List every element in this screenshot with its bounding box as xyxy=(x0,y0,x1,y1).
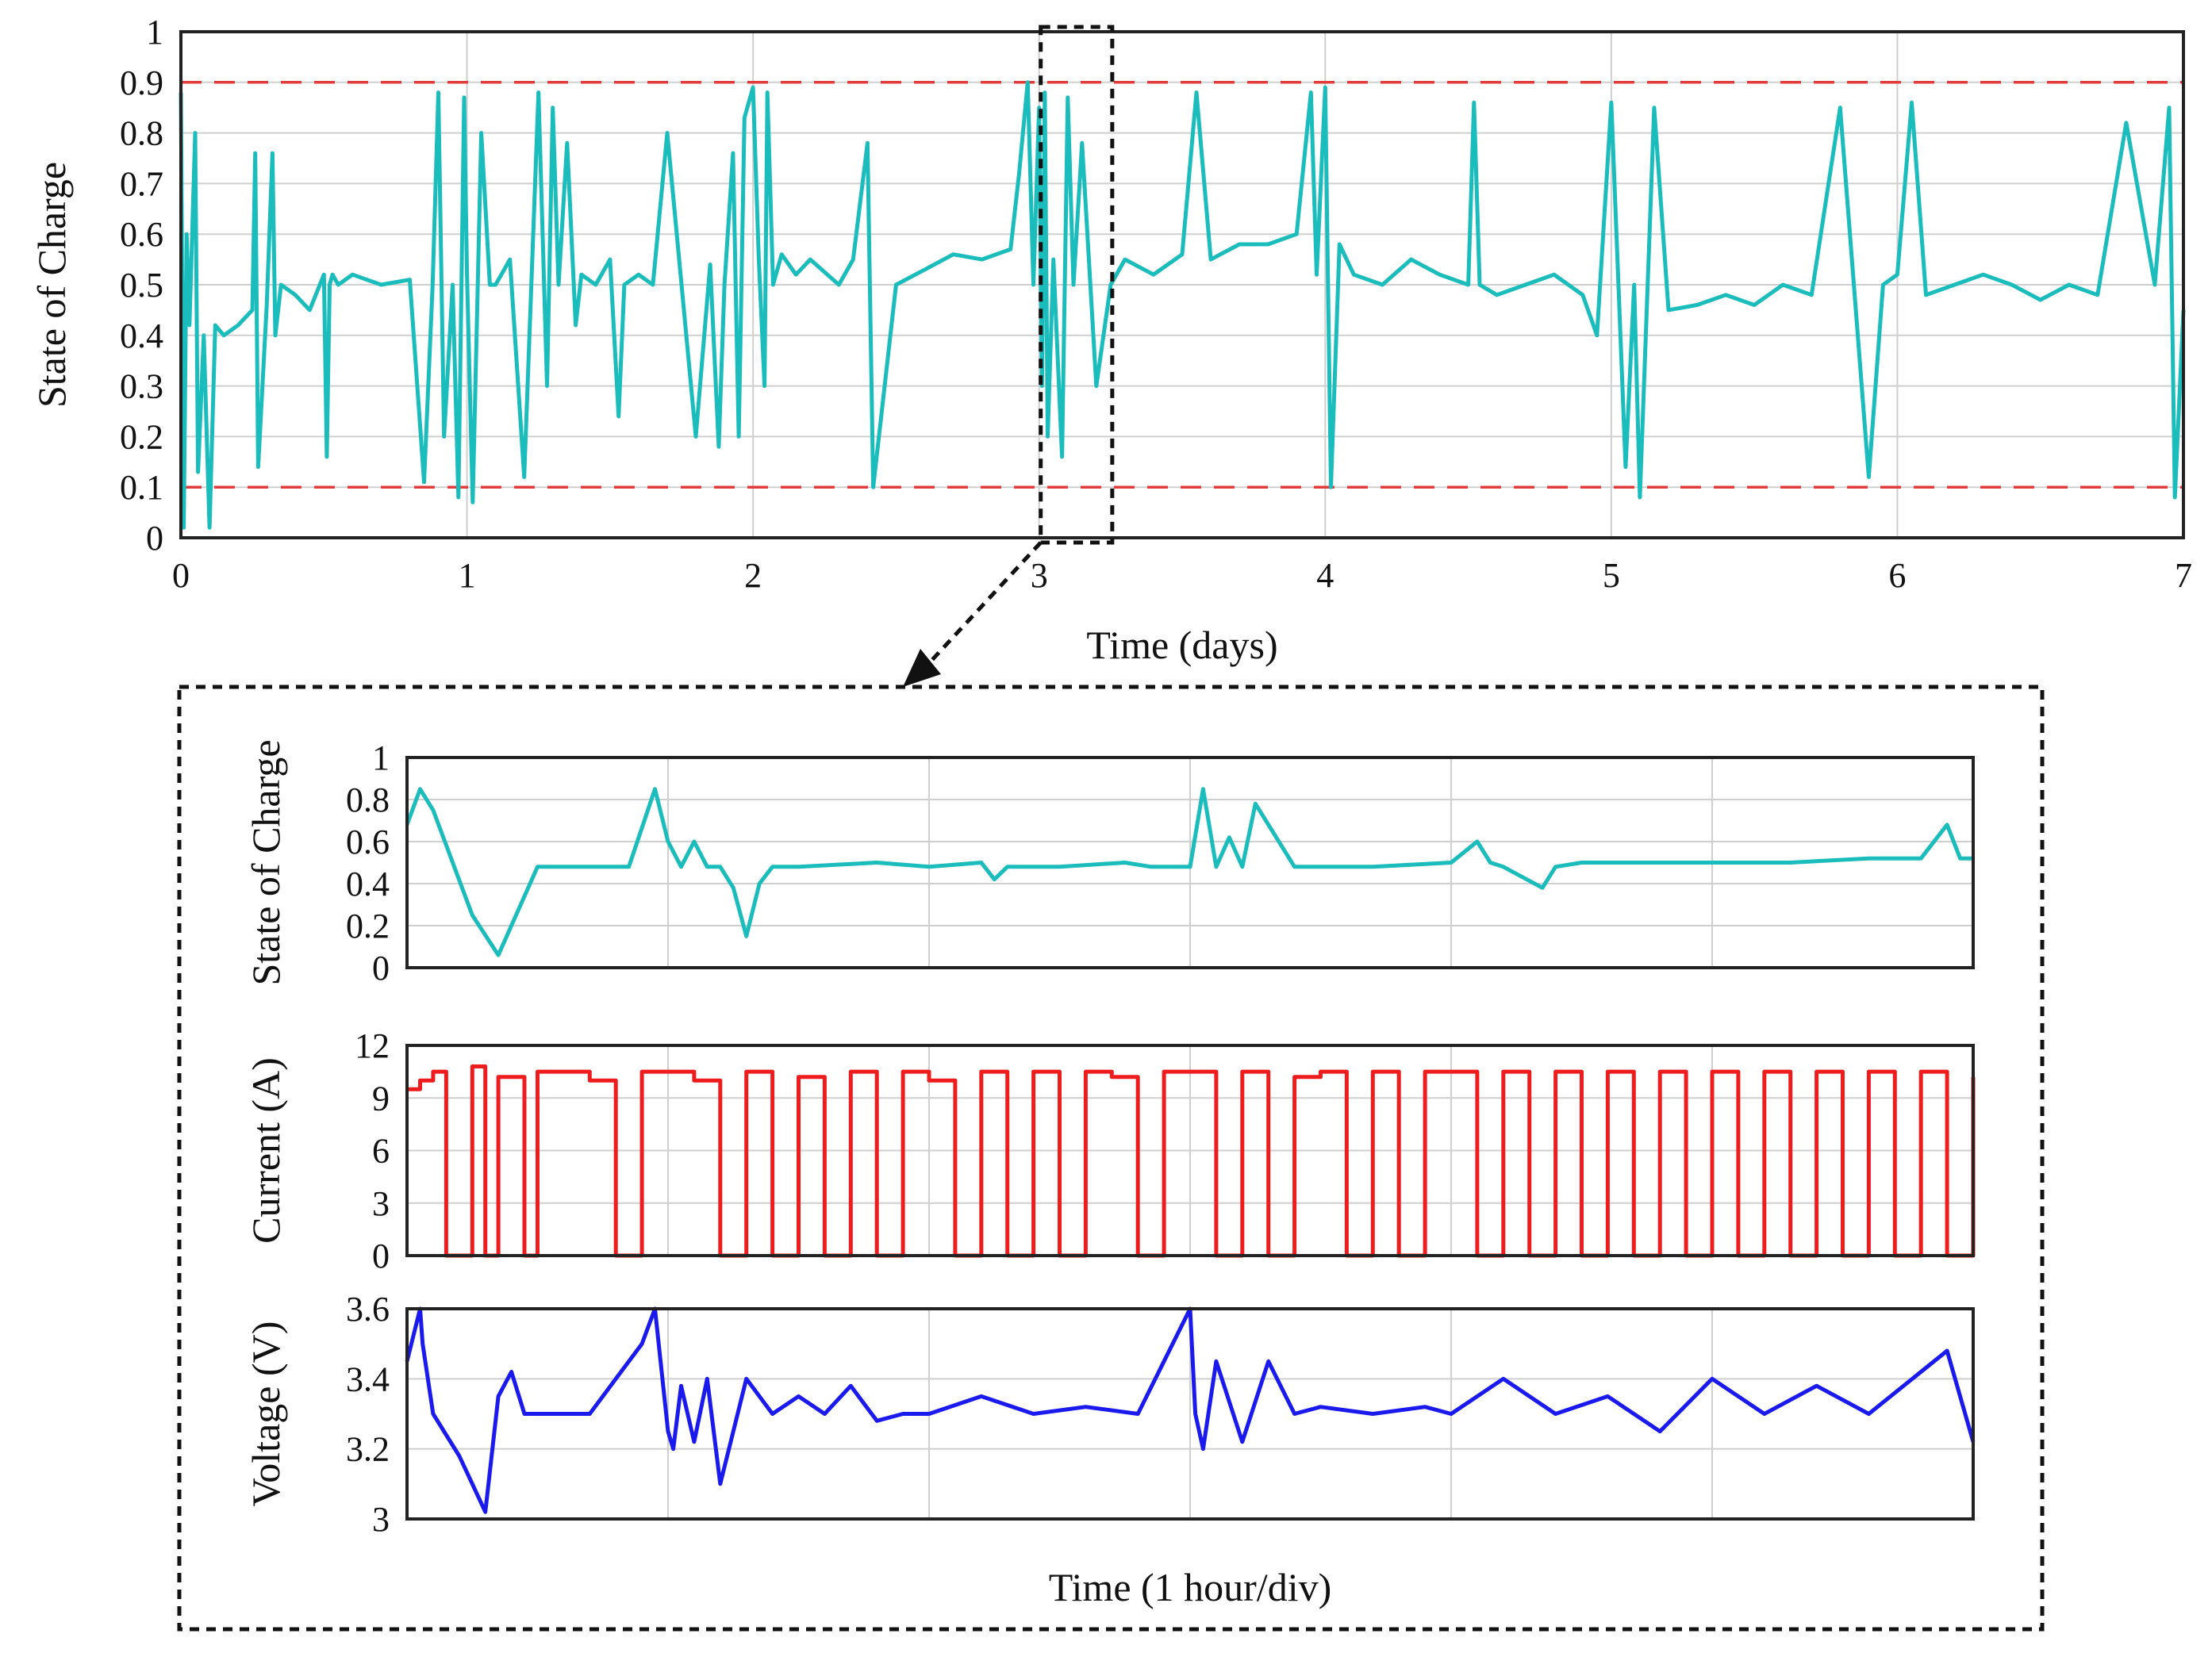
current-y-tick-6: 6 xyxy=(372,1132,390,1171)
week-y-tick-0.1: 0.1 xyxy=(120,468,163,507)
zoom-panel-soc: 0 0.2 0.4 0.6 0.81 State of Charge xyxy=(244,738,1975,988)
week-y-tick-0.7: 0.7 xyxy=(120,164,163,203)
soc-y-tick-0.2: 0.2 xyxy=(346,907,390,945)
week-y-tick-0.8: 0.8 xyxy=(120,114,163,153)
current-plot-frame xyxy=(405,1044,1975,1257)
soc-y-tick-1: 1 xyxy=(372,738,390,777)
soc-y-tick-0.4: 0.4 xyxy=(346,865,390,903)
soc-y-tick-0.6: 0.6 xyxy=(346,823,390,861)
soc-y-tick-0.8: 0.8 xyxy=(346,780,390,819)
week-y-tick-0.5: 0.5 xyxy=(120,266,163,305)
zoom-panel-voltage: 3 3.2 3.4 3.6 Voltage (V) xyxy=(244,1290,1976,1539)
zoom-arrow-head xyxy=(903,649,941,687)
zoom-chart: 0 0.2 0.4 0.6 0.81 State of Charge 0 3 6 9 12 Curre… xyxy=(177,685,2045,1632)
week-x-tick-4: 4 xyxy=(1316,556,1334,595)
voltage-y-tick-3.4: 3.4 xyxy=(346,1360,390,1398)
week-y-tick-0.9: 0.9 xyxy=(120,63,163,102)
week-x-axis-label: Time (days) xyxy=(1086,623,1277,667)
week-soc-series xyxy=(179,80,2186,530)
zoom-annotation xyxy=(903,25,1115,687)
week-x-tick-0: 0 xyxy=(172,556,190,595)
week-plot-frame xyxy=(179,30,2185,539)
soc-plot-frame xyxy=(405,756,1975,969)
week-x-tick-5: 5 xyxy=(1603,556,1620,595)
week-y-tick-1: 1 xyxy=(146,13,163,52)
zoom-arrow-line xyxy=(919,541,1043,674)
week-soc-chart: 0 1 2 3 4 5 6 7 0 0.1 0.2 0.3 0.4 0.5 0.6 0.7 0.8 0.9 1 T… xyxy=(29,13,2192,667)
zoom-panel-current: 0 3 6 9 12 Current (A) xyxy=(244,1026,1976,1275)
week-x-tick-3: 3 xyxy=(1031,556,1048,595)
week-y-tick-0.2: 0.2 xyxy=(120,417,163,456)
week-x-tick-labels: 0 1 2 3 4 5 6 7 xyxy=(172,556,2192,595)
week-y-tick-0.4: 0.4 xyxy=(120,316,163,355)
voltage-y-tick-3: 3 xyxy=(372,1500,390,1539)
voltage-y-tick-3.2: 3.2 xyxy=(346,1430,390,1469)
week-y-tick-labels: 0 0.1 0.2 0.3 0.4 0.5 0.6 0.7 0.8 0.9 1 xyxy=(120,13,163,558)
soc-y-tick-0: 0 xyxy=(372,949,390,988)
zoom-detail-box xyxy=(177,685,2045,1632)
week-soc-line xyxy=(179,80,2186,530)
zoom-x-axis-label: Time (1 hour/div) xyxy=(1049,1565,1332,1609)
week-y-tick-0.3: 0.3 xyxy=(120,367,163,406)
week-y-tick-0.6: 0.6 xyxy=(120,215,163,254)
current-y-tick-12: 12 xyxy=(355,1026,390,1065)
current-y-tick-9: 9 xyxy=(372,1079,390,1118)
zoom-window-rect xyxy=(1039,25,1115,545)
current-y-tick-3: 3 xyxy=(372,1184,390,1223)
soc-y-axis-label: State of Charge xyxy=(244,739,288,985)
week-x-tick-6: 6 xyxy=(1888,556,1906,595)
voltage-trace xyxy=(405,1306,1976,1514)
zoom-panels: 0 0.2 0.4 0.6 0.81 State of Charge 0 3 6 9 12 Curre… xyxy=(244,738,1976,1539)
week-y-tick-0: 0 xyxy=(146,519,163,558)
current-y-tick-0: 0 xyxy=(372,1237,390,1275)
week-x-tick-2: 2 xyxy=(744,556,762,595)
week-y-axis-label: State of Charge xyxy=(29,162,74,408)
week-x-tick-7: 7 xyxy=(2175,556,2192,595)
voltage-y-axis-label: Voltage (V) xyxy=(244,1321,288,1507)
soc-limit-lines xyxy=(181,81,2183,489)
current-y-axis-label: Current (A) xyxy=(244,1057,288,1244)
week-x-tick-1: 1 xyxy=(459,556,476,595)
soc-trace xyxy=(405,787,1973,957)
voltage-plot-frame xyxy=(405,1307,1975,1521)
voltage-y-tick-3.6: 3.6 xyxy=(346,1290,390,1329)
